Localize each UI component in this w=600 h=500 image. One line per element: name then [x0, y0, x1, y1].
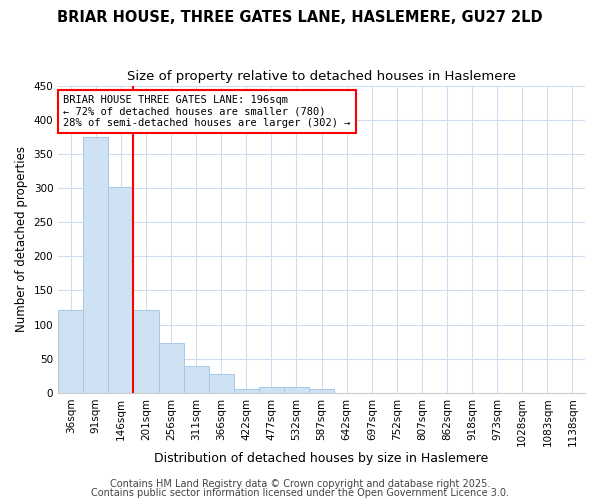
Text: Contains public sector information licensed under the Open Government Licence 3.: Contains public sector information licen…: [91, 488, 509, 498]
X-axis label: Distribution of detached houses by size in Haslemere: Distribution of detached houses by size …: [154, 452, 489, 465]
Bar: [133, 310, 158, 393]
Bar: [58, 310, 83, 393]
Bar: [259, 386, 284, 393]
Text: BRIAR HOUSE THREE GATES LANE: 196sqm
← 72% of detached houses are smaller (780)
: BRIAR HOUSE THREE GATES LANE: 196sqm ← 7…: [64, 95, 351, 128]
Bar: [284, 386, 309, 393]
Text: Contains HM Land Registry data © Crown copyright and database right 2025.: Contains HM Land Registry data © Crown c…: [110, 479, 490, 489]
Bar: [83, 137, 109, 393]
Bar: [158, 343, 184, 393]
Bar: [309, 390, 334, 393]
Bar: [184, 366, 209, 393]
Bar: [209, 374, 234, 393]
Text: BRIAR HOUSE, THREE GATES LANE, HASLEMERE, GU27 2LD: BRIAR HOUSE, THREE GATES LANE, HASLEMERE…: [57, 10, 543, 25]
Bar: [109, 186, 133, 393]
Y-axis label: Number of detached properties: Number of detached properties: [15, 146, 28, 332]
Bar: [234, 390, 259, 393]
Title: Size of property relative to detached houses in Haslemere: Size of property relative to detached ho…: [127, 70, 516, 83]
